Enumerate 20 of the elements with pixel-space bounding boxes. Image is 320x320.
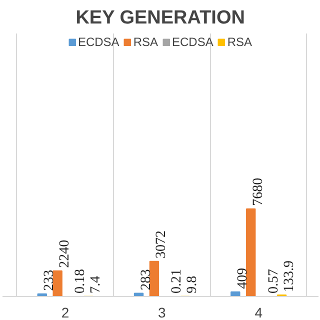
legend-label: RSA bbox=[133, 35, 158, 49]
data-label: 9.8 bbox=[185, 276, 200, 294]
data-label: 3072 bbox=[154, 230, 170, 258]
data-label: 7.4 bbox=[88, 276, 104, 294]
data-label: 283 bbox=[138, 269, 154, 290]
data-label: 233 bbox=[42, 270, 58, 291]
legend-label: RSA bbox=[227, 35, 252, 49]
data-label: 0.21 bbox=[170, 269, 185, 294]
legend-label: ECDSA bbox=[172, 35, 214, 49]
data-label: 0.57 bbox=[266, 268, 282, 294]
legend-label: ECDSA bbox=[78, 35, 120, 49]
x-tick-label: 2 bbox=[61, 304, 70, 320]
data-label: 7680 bbox=[250, 178, 266, 206]
data-label: 409 bbox=[235, 268, 250, 289]
data-label: 133.9 bbox=[282, 260, 297, 292]
data-label: 2240 bbox=[58, 240, 73, 268]
x-tick-label: 4 bbox=[254, 304, 263, 320]
chart-title: KEY GENERATION bbox=[76, 8, 245, 28]
x-tick-label: 3 bbox=[158, 304, 166, 320]
data-label: 0.18 bbox=[73, 269, 88, 294]
